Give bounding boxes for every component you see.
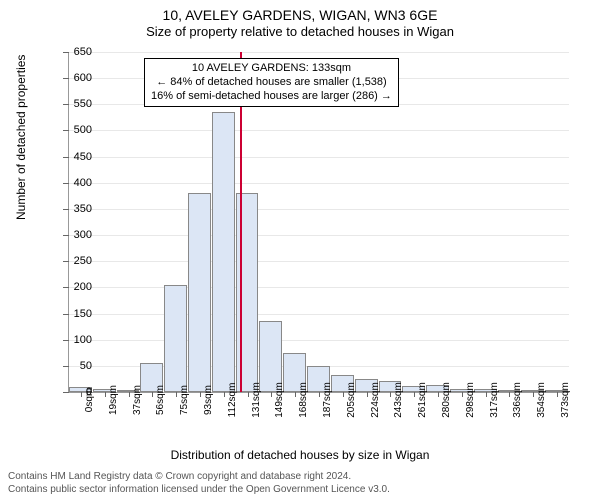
grid-line (69, 261, 569, 262)
x-tick (390, 392, 391, 397)
x-tick-label: 243sqm (393, 382, 404, 418)
x-axis-label: Distribution of detached houses by size … (0, 448, 600, 462)
grid-line (69, 157, 569, 158)
grid-line (69, 130, 569, 131)
y-tick-label: 650 (62, 46, 92, 58)
x-tick (462, 392, 463, 397)
grid-line (69, 235, 569, 236)
grid-line (69, 183, 569, 184)
x-tick-label: 37sqm (132, 385, 143, 415)
x-tick (200, 392, 201, 397)
x-tick-label: 19sqm (108, 385, 119, 415)
x-tick-label: 56sqm (155, 385, 166, 415)
histogram-bar (164, 285, 187, 392)
x-tick-label: 261sqm (417, 382, 428, 418)
y-tick-label: 350 (62, 203, 92, 215)
x-tick (486, 392, 487, 397)
annotation-box: 10 AVELEY GARDENS: 133sqm ← 84% of detac… (144, 58, 399, 107)
y-tick-label: 450 (62, 151, 92, 163)
x-tick (343, 392, 344, 397)
x-tick (509, 392, 510, 397)
attribution-line2: Contains public sector information licen… (8, 484, 390, 497)
x-tick (105, 392, 106, 397)
y-tick-label: 400 (62, 177, 92, 189)
y-axis-label: Number of detached properties (14, 55, 28, 220)
x-tick-label: 93sqm (203, 385, 214, 415)
x-tick-label: 280sqm (441, 382, 452, 418)
x-tick-label: 336sqm (512, 382, 523, 418)
x-tick (414, 392, 415, 397)
y-tick-label: 200 (62, 281, 92, 293)
x-tick (557, 392, 558, 397)
x-tick (533, 392, 534, 397)
histogram-bar (212, 112, 235, 392)
chart-subtitle: Size of property relative to detached ho… (0, 24, 600, 39)
attribution-line1: Contains HM Land Registry data © Crown c… (8, 471, 390, 484)
y-tick-label: 550 (62, 98, 92, 110)
x-tick-label: 75sqm (179, 385, 190, 415)
y-tick-label: 500 (62, 124, 92, 136)
x-tick-label: 168sqm (298, 382, 309, 418)
x-tick (438, 392, 439, 397)
histogram-bar (188, 193, 211, 392)
grid-line (69, 209, 569, 210)
x-tick-label: 317sqm (489, 382, 500, 418)
x-tick-label: 149sqm (274, 382, 285, 418)
y-tick-label: 100 (62, 334, 92, 346)
x-tick (319, 392, 320, 397)
annotation-line1: 10 AVELEY GARDENS: 133sqm (151, 62, 392, 76)
grid-line (69, 52, 569, 53)
x-tick-label: 131sqm (251, 382, 262, 418)
y-tick-label: 300 (62, 229, 92, 241)
x-tick (176, 392, 177, 397)
annotation-line2: ← 84% of detached houses are smaller (1,… (151, 76, 392, 90)
y-tick-label: 600 (62, 72, 92, 84)
x-tick-label: 0sqm (84, 388, 95, 412)
chart-title: 10, AVELEY GARDENS, WIGAN, WN3 6GE (0, 0, 600, 24)
x-tick (295, 392, 296, 397)
plot-area: 10 AVELEY GARDENS: 133sqm ← 84% of detac… (68, 52, 569, 393)
x-tick (248, 392, 249, 397)
grid-line (69, 287, 569, 288)
histogram-bar (236, 193, 259, 392)
x-tick-label: 354sqm (536, 382, 547, 418)
x-tick-label: 187sqm (322, 382, 333, 418)
x-tick-label: 205sqm (346, 382, 357, 418)
x-tick-label: 224sqm (370, 382, 381, 418)
x-tick-label: 298sqm (465, 382, 476, 418)
y-tick-label: 150 (62, 308, 92, 320)
x-tick-label: 373sqm (560, 382, 571, 418)
x-tick (271, 392, 272, 397)
attribution: Contains HM Land Registry data © Crown c… (8, 471, 390, 496)
x-tick-label: 112sqm (227, 383, 238, 418)
chart-container: 10, AVELEY GARDENS, WIGAN, WN3 6GE Size … (0, 0, 600, 500)
annotation-line3: 16% of semi-detached houses are larger (… (151, 90, 392, 104)
y-tick-label: 250 (62, 255, 92, 267)
x-tick (129, 392, 130, 397)
x-tick (367, 392, 368, 397)
x-tick (152, 392, 153, 397)
grid-line (69, 340, 569, 341)
grid-line (69, 314, 569, 315)
x-tick (224, 392, 225, 397)
y-tick-label: 50 (62, 360, 92, 372)
